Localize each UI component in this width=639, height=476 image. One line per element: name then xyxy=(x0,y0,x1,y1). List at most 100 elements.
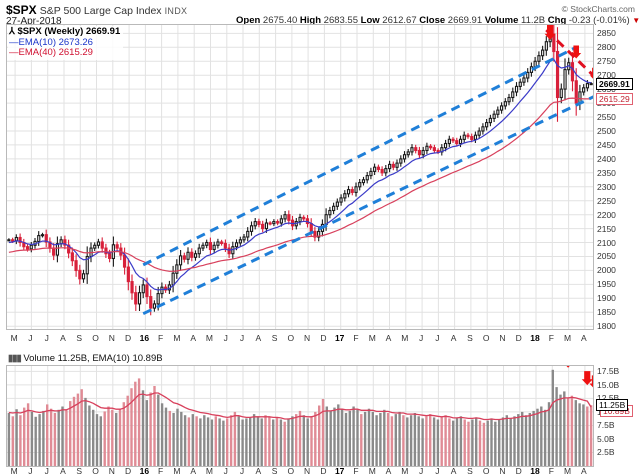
stockcharts-watermark: © StockCharts.com xyxy=(561,4,635,14)
price-y-tick: 2400 xyxy=(597,153,616,164)
volume-x-tick: M xyxy=(368,466,376,476)
price-x-tick: D xyxy=(515,333,522,343)
price-chart-panel[interactable] xyxy=(6,24,594,330)
volume-chart-canvas xyxy=(7,366,593,466)
price-x-tick: M xyxy=(10,333,18,343)
price-y-tick: 1900 xyxy=(597,293,616,304)
price-x-tick: J xyxy=(239,333,245,343)
volume-chart-panel[interactable] xyxy=(6,365,594,467)
price-x-tick: O xyxy=(287,333,295,343)
price-x-tick: D xyxy=(125,333,132,343)
volume-x-tick: A xyxy=(385,466,392,476)
price-x-tick: F xyxy=(548,333,554,343)
price-y-tick: 2800 xyxy=(597,42,616,53)
chg-value: -0.23 (-0.01%) xyxy=(568,15,630,26)
price-x-tick: A xyxy=(190,333,197,343)
volume-x-tick: D xyxy=(320,466,327,476)
volume-y-tick: 12.5B xyxy=(597,393,619,403)
volume-x-tick: M xyxy=(10,466,18,476)
price-x-tick: S xyxy=(76,333,83,343)
volume-x-tick: O xyxy=(482,466,490,476)
price-x-tick: J xyxy=(28,333,33,343)
price-x-tick: A xyxy=(450,333,457,343)
price-y-tick: 1850 xyxy=(597,307,616,318)
volume-x-tick: F xyxy=(353,466,359,476)
price-x-tick: O xyxy=(92,333,99,343)
price-y-tick: 1800 xyxy=(597,321,616,332)
legend-ema40-line: —EMA(40) 2615.29 xyxy=(9,47,93,58)
price-x-tick: J xyxy=(418,333,424,343)
volume-x-tick: S xyxy=(76,466,83,476)
symbol-name: S&P 500 Large Cap Index xyxy=(39,5,162,17)
volume-x-tick: D xyxy=(125,466,132,476)
volume-x-tick: F xyxy=(158,466,164,476)
volume-x-axis-labels: M J J A S O N D 16 F M A M J J A S O N D 17 F M A M J J A S O N D 18 F M A xyxy=(6,466,594,476)
price-x-tick: O xyxy=(482,333,490,343)
volume-x-tick: N xyxy=(304,466,311,476)
price-x-tick: D xyxy=(320,333,327,343)
low-label: Low xyxy=(360,15,380,26)
volume-panel-header: ▮▮▮ Volume 11.25B, EMA(10) 10.89B xyxy=(8,353,163,364)
price-x-tick: N xyxy=(499,333,506,343)
price-y-tick: 2300 xyxy=(597,181,616,192)
price-y-tick: 2850 xyxy=(597,28,616,39)
price-y-tick: 2100 xyxy=(597,237,616,248)
volume-x-tick: O xyxy=(92,466,99,476)
price-y-tick: 2700 xyxy=(597,70,616,81)
price-x-tick: M xyxy=(173,333,181,343)
price-chart-legend: ⅄ $SPX (Weekly) 2669.91 —EMA(10) 2673.26… xyxy=(8,26,124,60)
volume-x-tick: S xyxy=(271,466,278,476)
price-y-tick: 2750 xyxy=(597,56,616,67)
volume-x-tick: 18 xyxy=(530,466,540,476)
price-y-tick: 2450 xyxy=(597,139,616,150)
volume-header-text: Volume 11.25B, EMA(10) 10.89B xyxy=(23,353,163,364)
price-y-tick: 1950 xyxy=(597,279,616,290)
price-x-tick: 16 xyxy=(139,333,150,343)
price-x-tick: M xyxy=(205,333,214,343)
volume-y-tick: 15.0B xyxy=(597,379,620,390)
price-x-tick: J xyxy=(435,333,440,343)
volume-x-tick: S xyxy=(467,466,473,476)
volume-x-tick: A xyxy=(190,466,197,476)
price-x-tick: N xyxy=(108,333,115,343)
symbol-type: INDX xyxy=(164,6,188,16)
symbol-ticker: $SPX xyxy=(6,3,37,17)
volume-y-tick: 17.5B xyxy=(597,366,620,377)
volume-x-tick: 17 xyxy=(334,466,345,476)
price-x-tick: S xyxy=(467,333,473,343)
volume-bars-icon: ▮▮▮ xyxy=(8,353,22,364)
price-x-tick: F xyxy=(353,333,359,343)
low-value: 2612.67 xyxy=(382,15,417,26)
volume-y-tick: 2.5B xyxy=(597,447,615,458)
volume-x-tick: N xyxy=(499,466,506,476)
price-x-axis-labels: M J J A S O N D 16 F M A M J J A S O N D 17 F M A M J J A S O N D 18 F M A xyxy=(6,333,594,346)
volume-x-tick: A xyxy=(255,466,262,476)
volume-x-tick: J xyxy=(239,466,245,476)
price-x-tick: F xyxy=(158,333,164,343)
price-y-tick: 2150 xyxy=(597,223,616,234)
volume-x-tick: M xyxy=(401,466,409,476)
chg-label: Chg xyxy=(547,15,567,26)
ohlc-stats-bar: Open 2675.40 High 2683.55 Low 2612.67 Cl… xyxy=(236,15,639,26)
price-y-tick: 2250 xyxy=(597,195,616,206)
high-value: 2683.55 xyxy=(323,15,358,26)
volume-x-tick: A xyxy=(60,466,66,476)
price-x-tick: J xyxy=(44,333,49,343)
chg-down-caret-icon: ▼ xyxy=(632,16,639,25)
price-y-tick: 2350 xyxy=(597,167,616,178)
volume-x-tick: J xyxy=(418,466,424,476)
volume-x-tick: J xyxy=(435,466,440,476)
volume-x-tick: M xyxy=(205,466,214,476)
volume-x-tick: F xyxy=(548,466,554,476)
price-x-tick: J xyxy=(223,333,228,343)
volume-x-tick: N xyxy=(108,466,115,476)
price-x-tick: A xyxy=(385,333,392,343)
legend-symbol-line: ⅄ $SPX (Weekly) 2669.91 xyxy=(9,26,121,37)
volume-x-tick: J xyxy=(28,466,33,476)
volume-x-tick: J xyxy=(44,466,49,476)
price-x-tick: N xyxy=(304,333,311,343)
last-price-tag: 2669.91 xyxy=(596,77,633,90)
open-value: 2675.40 xyxy=(262,15,298,26)
ema40-price-tag: 2615.29 xyxy=(596,92,633,105)
